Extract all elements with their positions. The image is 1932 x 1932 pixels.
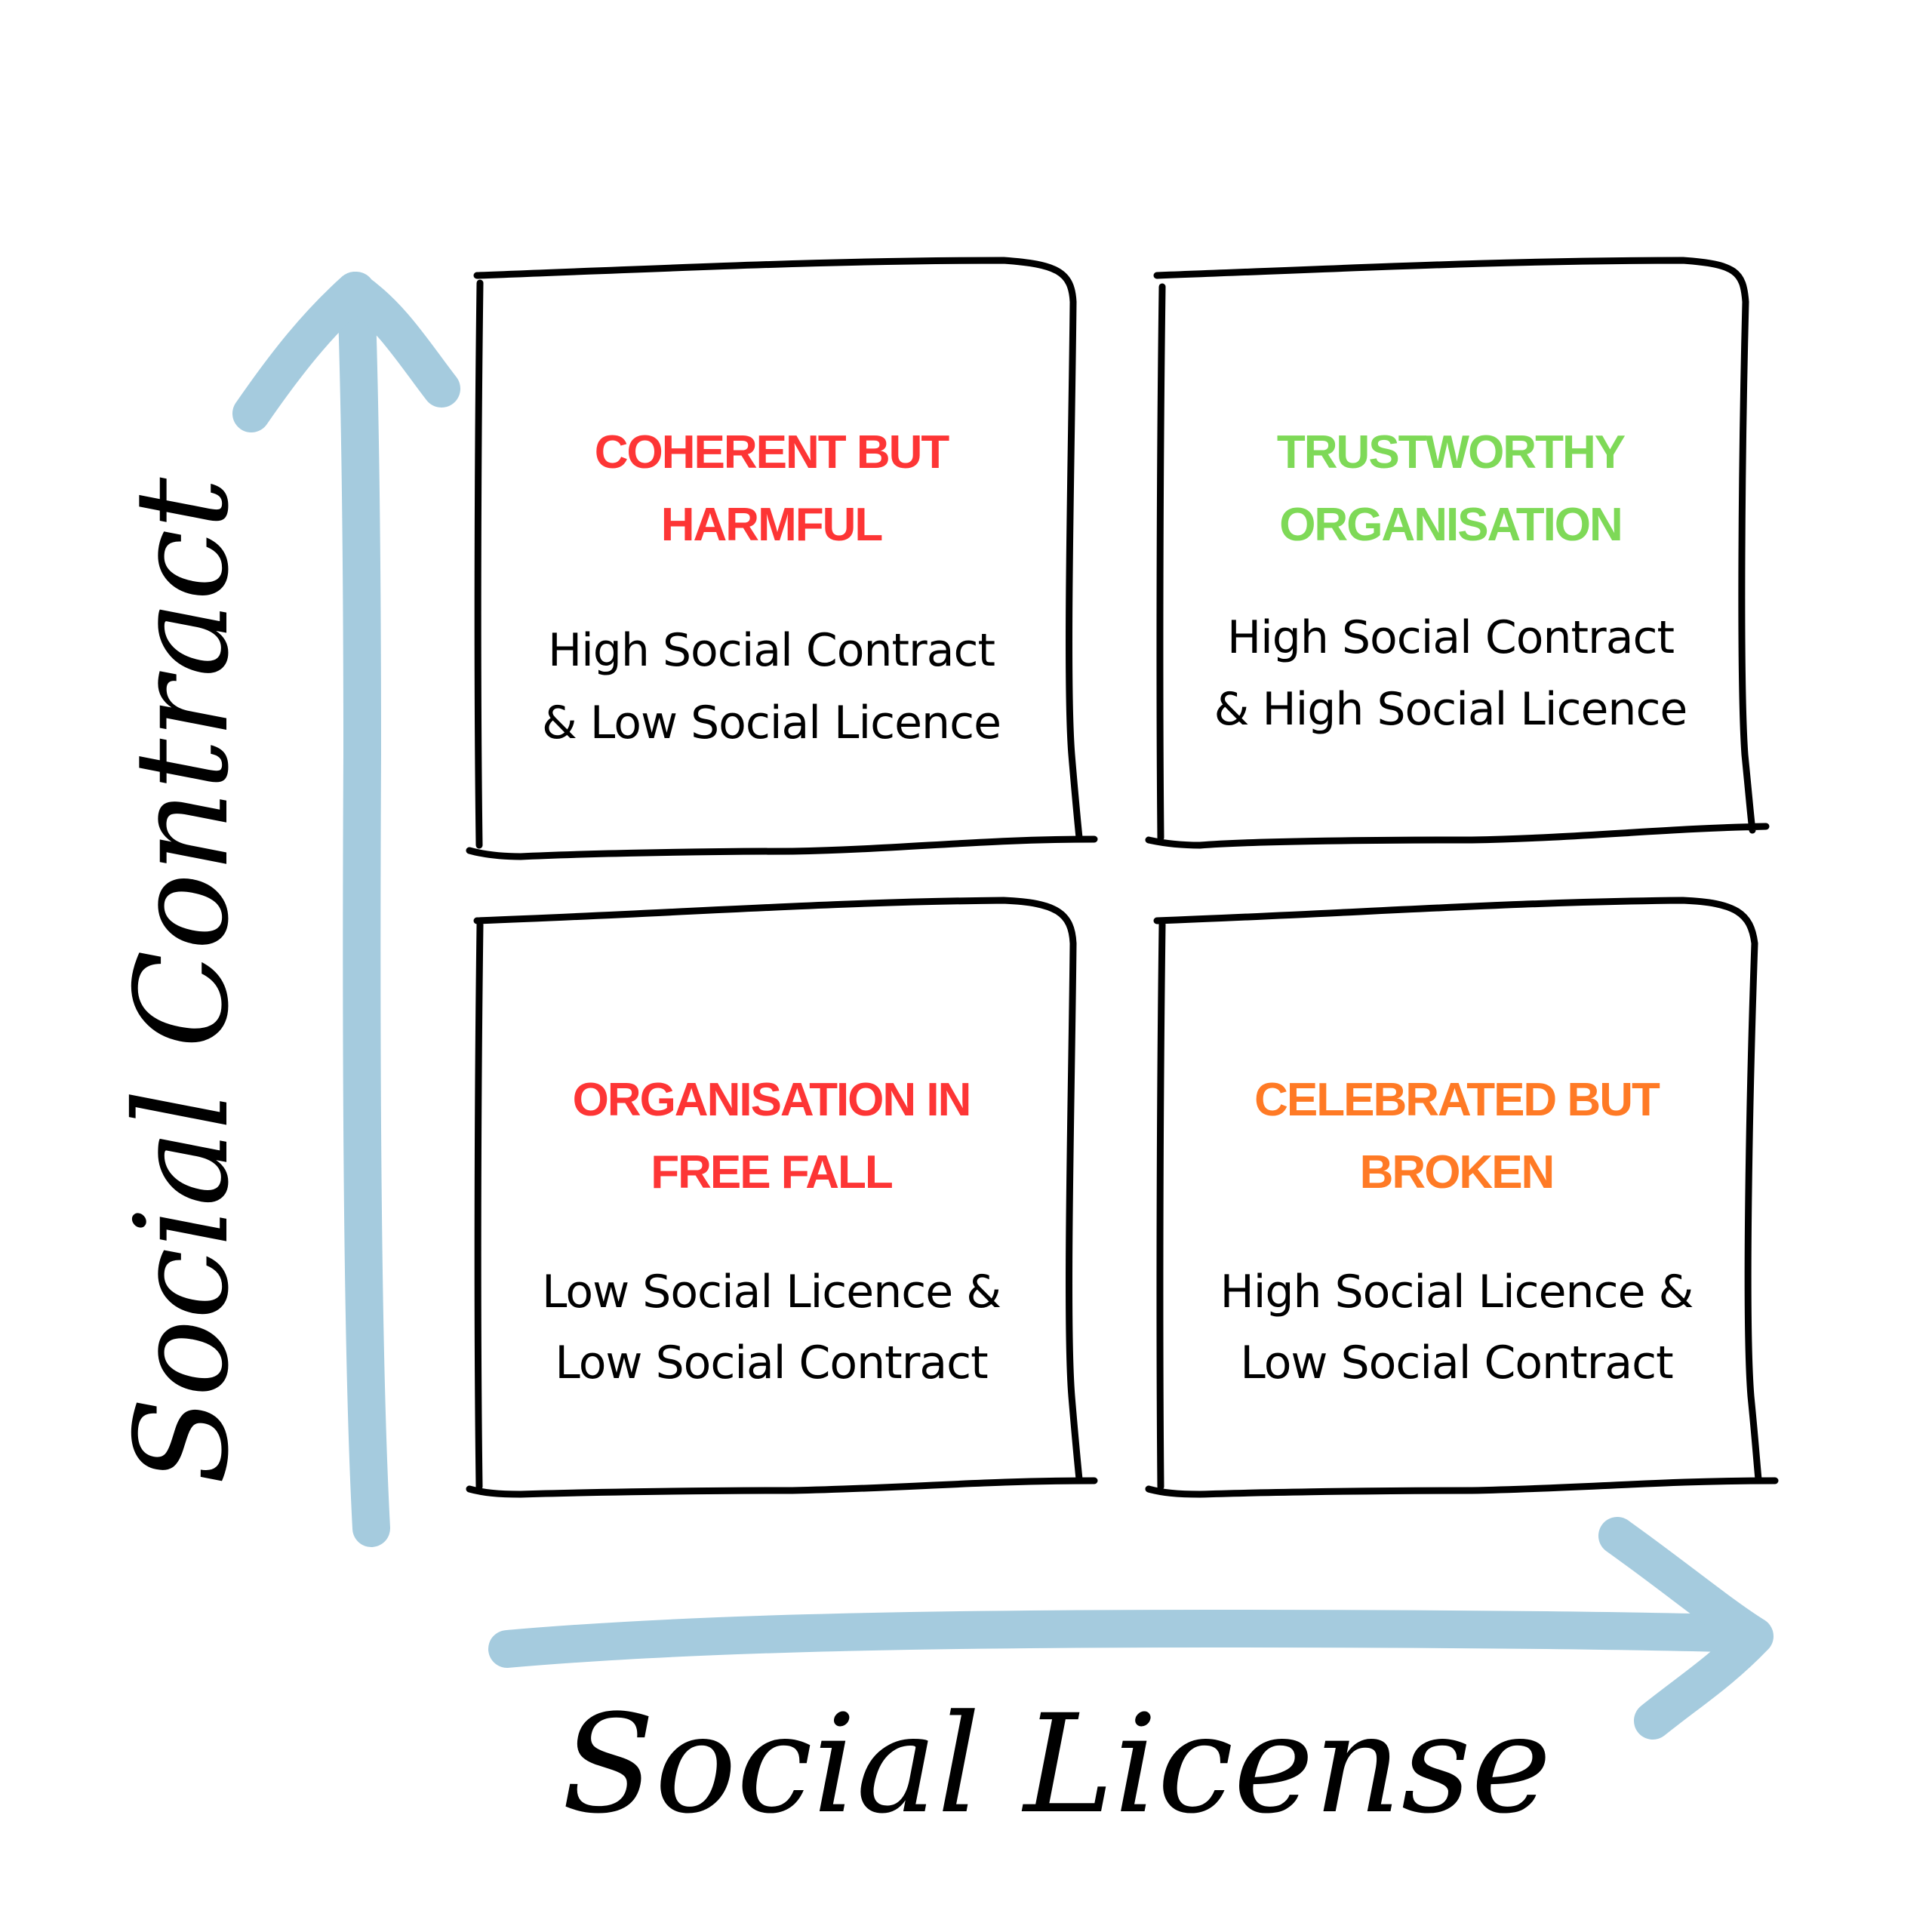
x-axis-arrowhead bbox=[1598, 1517, 1774, 1740]
quadrant-trustworthy-organisation: TRUSTWORTHY ORGANISATION High Social Con… bbox=[1214, 426, 1688, 736]
y-axis-arrow bbox=[232, 272, 460, 1547]
x-axis-arrow bbox=[488, 1517, 1774, 1740]
quadrant-title: BROKEN bbox=[1360, 1146, 1554, 1198]
quadrant-title: COHERENT BUT bbox=[595, 426, 950, 478]
quadrant-description: High Social Licence & bbox=[1220, 1266, 1694, 1318]
quadrant-celebrated-but-broken: CELEBRATED BUT BROKEN High Social Licenc… bbox=[1220, 1074, 1694, 1389]
x-axis-label: Social License bbox=[561, 1686, 1551, 1844]
quadrant-description: & Low Social Licence bbox=[542, 697, 1001, 749]
quadrant-coherent-but-harmful: COHERENT BUT HARMFUL High Social Contrac… bbox=[542, 426, 1001, 749]
quadrant-description: Low Social Licence & bbox=[542, 1266, 1001, 1318]
quadrant-title: FREE FALL bbox=[651, 1146, 892, 1198]
quadrant-title: CELEBRATED BUT bbox=[1254, 1074, 1660, 1126]
quadrant-title: HARMFUL bbox=[661, 499, 882, 551]
quadrant-title: TRUSTWORTHY bbox=[1277, 426, 1626, 478]
quadrant-box-top-left bbox=[466, 257, 1098, 860]
quadrant-description: & High Social Licence bbox=[1214, 683, 1687, 736]
x-axis-shaft bbox=[488, 1610, 1770, 1668]
quadrant-box-bottom-right bbox=[1145, 897, 1779, 1498]
quadrant-box-bottom-left bbox=[466, 897, 1098, 1498]
quadrant-description: High Social Contract bbox=[1227, 611, 1675, 664]
quadrant-organisation-in-free-fall: ORGANISATION IN FREE FALL Low Social Lic… bbox=[542, 1074, 1001, 1389]
quadrant-title: ORGANISATION IN bbox=[573, 1074, 971, 1126]
y-axis-arrowhead bbox=[232, 272, 460, 432]
quadrant-title: ORGANISATION bbox=[1279, 499, 1622, 551]
y-axis-label: Social Contract bbox=[108, 477, 257, 1484]
quadrant-box-top-right bbox=[1145, 257, 1770, 849]
quadrant-description: High Social Contract bbox=[548, 624, 995, 677]
quadrant-description: Low Social Contract bbox=[1240, 1337, 1673, 1389]
y-axis-shaft bbox=[337, 272, 390, 1547]
quadrant-description: Low Social Contract bbox=[555, 1337, 988, 1389]
